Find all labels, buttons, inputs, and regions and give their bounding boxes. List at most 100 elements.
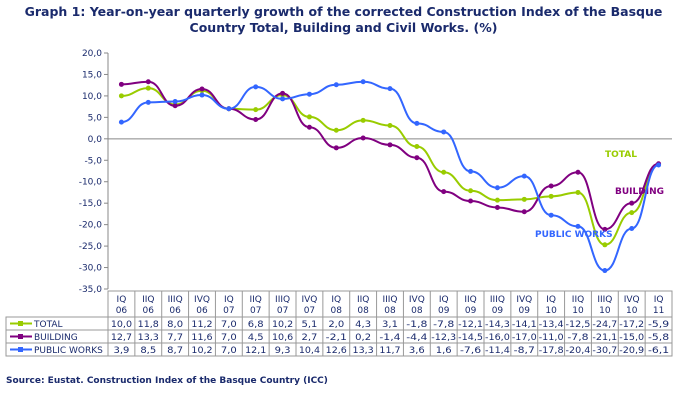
data-point: [414, 155, 420, 161]
table-cell: -7,6: [460, 346, 481, 356]
table-cell: -6,1: [648, 346, 669, 356]
data-point: [145, 99, 151, 105]
table-cell: -30,7: [592, 346, 617, 356]
data-point: [387, 123, 393, 129]
data-point: [548, 212, 554, 218]
data-point: [575, 189, 581, 195]
table-cell: -17,0: [512, 333, 537, 343]
legend-label: PUBLIC WORKS: [34, 346, 103, 356]
data-point: [306, 114, 312, 120]
x-tick-label: IVQ: [624, 295, 640, 305]
x-tick-label: IVQ: [194, 295, 210, 305]
table-cell: -17,2: [619, 320, 644, 330]
legend-marker: [18, 347, 23, 352]
table-cell: -14,5: [458, 333, 483, 343]
x-tick-label: IIQ: [464, 295, 476, 305]
table-cell: 7,7: [167, 333, 183, 343]
table-cell: 0,2: [355, 333, 371, 343]
x-tick-label-year: 07: [250, 306, 261, 316]
x-tick-label-year: 08: [411, 306, 423, 316]
data-point: [548, 183, 554, 189]
table-cell: 11,8: [138, 320, 159, 330]
x-tick-label-year: 08: [384, 306, 396, 316]
y-tick-label: 10,0: [82, 92, 102, 102]
x-tick-label: IQ: [117, 295, 127, 305]
data-point: [306, 91, 312, 97]
data-point: [387, 142, 393, 148]
y-tick-label: -10,0: [79, 178, 103, 188]
data-point: [521, 173, 527, 179]
data-point: [280, 90, 286, 96]
x-tick-label-year: 10: [572, 306, 584, 316]
table-cell: 8,0: [167, 320, 183, 330]
table-cell: -16,0: [485, 333, 510, 343]
table-cell: -11,4: [485, 346, 510, 356]
y-tick-label: 15,0: [82, 70, 102, 80]
y-tick-label: -30,0: [79, 264, 103, 274]
table-cell: -11,0: [539, 333, 564, 343]
legend-label: BUILDING: [34, 333, 78, 343]
x-tick-label: IVQ: [516, 295, 532, 305]
x-tick-label-year: 10: [545, 306, 557, 316]
table-cell: 10,2: [191, 346, 212, 356]
table-cell: 8,5: [140, 346, 156, 356]
x-tick-label: IQ: [654, 295, 664, 305]
data-point: [441, 169, 447, 175]
table-cell: 7,0: [221, 333, 237, 343]
x-tick-label: IQ: [331, 295, 341, 305]
table-cell: -7,8: [567, 333, 588, 343]
data-point: [118, 81, 124, 87]
data-point: [441, 189, 447, 195]
y-tick-label: -25,0: [79, 242, 103, 252]
table-cell: 7,0: [221, 320, 237, 330]
table-cell: -14,3: [485, 320, 510, 330]
table-cell: 12,1: [245, 346, 266, 356]
x-tick-label: IIQ: [572, 295, 584, 305]
series-line-total: [121, 87, 659, 246]
table-cell: 10,0: [111, 320, 132, 330]
title-line-1: Graph 1: Year-on-year quarterly growth o…: [24, 4, 663, 19]
table-cell: -15,0: [619, 333, 644, 343]
data-point: [494, 185, 500, 191]
table-cell: 10,4: [299, 346, 320, 356]
x-tick-label-year: 06: [196, 306, 208, 316]
data-point: [172, 98, 178, 104]
y-tick-label: -20,0: [79, 221, 103, 231]
series-line-public-works: [121, 80, 659, 272]
data-point: [333, 127, 339, 133]
data-point: [548, 193, 554, 199]
x-tick-label: IQ: [224, 295, 234, 305]
data-point: [360, 79, 366, 85]
table-cell: 3,1: [382, 320, 398, 330]
table-cell: 6,8: [248, 320, 264, 330]
data-point: [360, 117, 366, 123]
table-cell: 13,3: [138, 333, 159, 343]
data-point: [280, 96, 286, 102]
table-cell: 1,6: [436, 346, 452, 356]
data-point: [656, 162, 662, 168]
y-tick-label: 5,0: [88, 113, 103, 123]
x-tick-label-year: 07: [277, 306, 288, 316]
table-cell: -13,4: [539, 320, 564, 330]
data-point: [199, 86, 205, 92]
x-tick-label: IQ: [546, 295, 556, 305]
x-tick-label-year: 09: [492, 306, 504, 316]
data-point: [145, 85, 151, 91]
x-tick-label: IVQ: [409, 295, 425, 305]
data-point: [253, 117, 259, 123]
table-cell: 11,6: [191, 333, 212, 343]
x-tick-label-year: 08: [331, 306, 343, 316]
table-cell: -21,1: [592, 333, 617, 343]
data-point: [468, 198, 474, 204]
y-tick-label: -5,0: [84, 156, 102, 166]
x-tick-label-year: 09: [465, 306, 477, 316]
data-point: [521, 209, 527, 215]
table-cell: 9,3: [275, 346, 291, 356]
table-cell: -5,8: [648, 333, 669, 343]
x-tick-label: IIIQ: [490, 295, 505, 305]
line-chart: 20,0 15,0 10,0 5,0 0,0 -5,0 -10,0 -15,0 -20,0 -25…: [5, 49, 673, 357]
data-point: [629, 200, 635, 206]
x-tick-label-year: 08: [357, 306, 369, 316]
x-tick-label-year: 10: [626, 306, 638, 316]
y-tick-label: -35,0: [79, 285, 103, 295]
